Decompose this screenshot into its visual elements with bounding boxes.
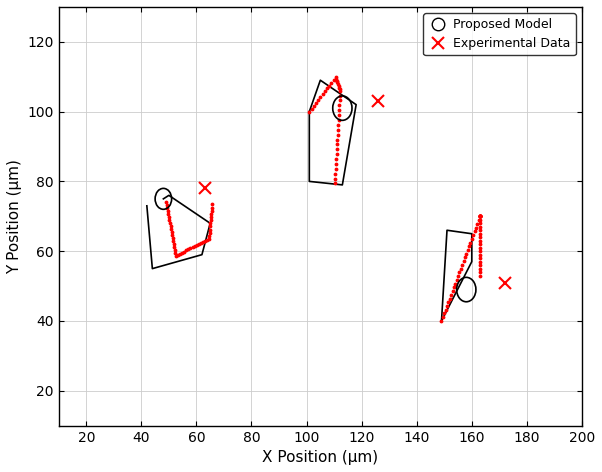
X-axis label: X Position (μm): X Position (μm) bbox=[262, 450, 379, 465]
Legend: Proposed Model, Experimental Data: Proposed Model, Experimental Data bbox=[423, 13, 576, 55]
Y-axis label: Y Position (μm): Y Position (μm) bbox=[7, 159, 22, 274]
